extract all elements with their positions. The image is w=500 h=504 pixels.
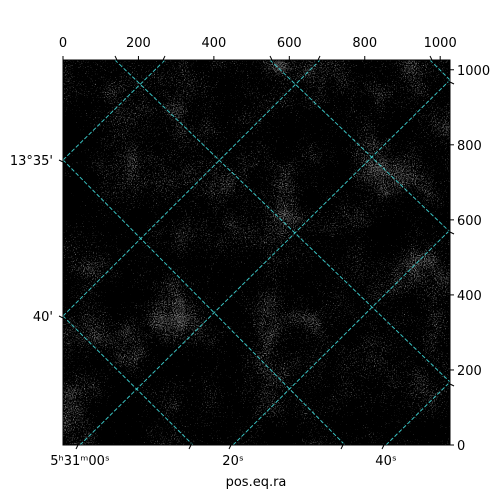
- y-tick-label: 1000: [457, 64, 490, 79]
- sky-image: [63, 60, 450, 445]
- grid-line: [385, 381, 450, 445]
- ra-tick-label: 40ˢ: [375, 454, 397, 469]
- x-tick-label: 200: [126, 36, 151, 51]
- grid-line: [79, 79, 450, 445]
- y-tick-label: 800: [457, 139, 482, 154]
- y-tick-label: 600: [457, 214, 482, 229]
- dec-tick-label: 13°35': [10, 154, 53, 169]
- y-tick-label: 200: [457, 364, 482, 379]
- grid-line: [63, 315, 194, 445]
- grid-line: [232, 229, 450, 445]
- x-tick-label: 1000: [424, 36, 457, 51]
- grid-line: [269, 60, 450, 233]
- world-tick-marks: [58, 55, 455, 450]
- axes-frame: [62, 59, 451, 446]
- grid-line: [114, 60, 450, 383]
- x-tick-label: 800: [352, 36, 377, 51]
- ra-tick-label: 5ʰ31ᵐ00ˢ: [50, 454, 110, 469]
- dec-tick-label: 40': [33, 310, 53, 325]
- coordinate-grid: [63, 60, 450, 445]
- y-tick-label: 0: [457, 439, 465, 454]
- ra-tick-label: 20ˢ: [222, 454, 244, 469]
- x-tick-label: 400: [201, 36, 226, 51]
- grid-line: [429, 60, 450, 81]
- grid-line: [63, 60, 321, 317]
- x-tick-label: 600: [277, 36, 302, 51]
- x-tick-label: 0: [59, 36, 67, 51]
- grid-line: [63, 159, 346, 445]
- y-tick-label: 400: [457, 289, 482, 304]
- x-axis-label: pos.eq.ra: [226, 475, 287, 490]
